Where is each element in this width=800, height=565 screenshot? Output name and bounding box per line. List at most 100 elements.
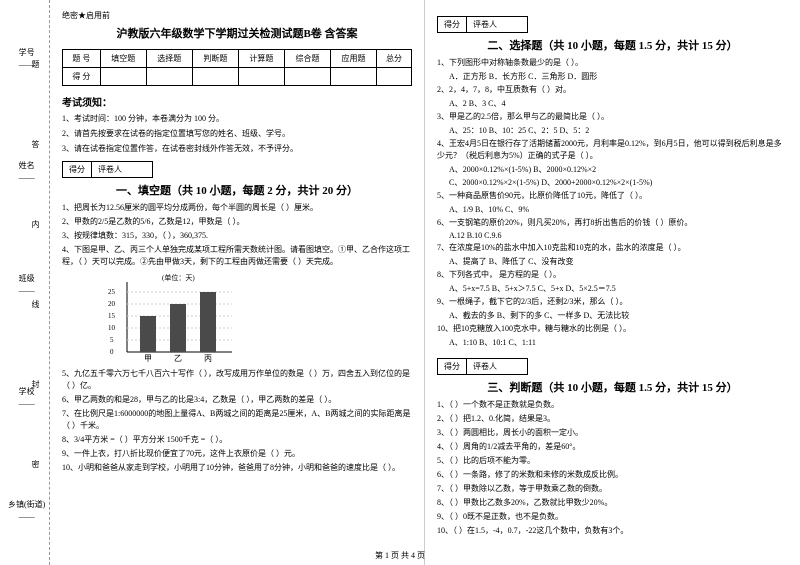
grader-label: 评卷人: [467, 17, 527, 32]
q2-2: 2、2，4，7，8，中互质数有（ ）对。: [437, 84, 788, 96]
seal-char-3: 内: [30, 220, 41, 228]
q3-5: 5、（ ）比的后项不能为零。: [437, 455, 788, 467]
section1-title: 一、填空题（共 10 小题，每题 2 分，共计 20 分）: [62, 182, 412, 198]
ytick: 5: [110, 336, 114, 344]
score-table: 题 号 填空题 选择题 判断题 计算题 综合题 应用题 总分 得 分: [62, 49, 412, 86]
td: [100, 68, 146, 86]
q2-9-options: A、截去的多 B、剩下的多 C、一样多 D、无法比较: [437, 310, 788, 321]
th: 填空题: [100, 50, 146, 68]
margin-class: 班级____: [8, 273, 45, 293]
left-column: 绝密★启用前 沪教版六年级数学下学期过关检测试题B卷 含答案 题 号 填空题 选…: [50, 0, 425, 565]
q3-3: 3、（ ）两圆相比，周长小的面积一定小。: [437, 427, 788, 439]
grader-label: 评卷人: [467, 359, 527, 374]
q2-8-options: A、5+x=7.5 B、5+x＞7.5 C、5+x D、5×2.5＝7.5: [437, 283, 788, 294]
q2-1: 1、下列图形中对称轴条数最少的是（ ）。: [437, 57, 788, 69]
xlabel: 乙: [174, 354, 182, 362]
q2-1-options: A．正方形 B．长方形 C．三角形 D．圆形: [437, 71, 788, 82]
margin-name: 姓名____: [8, 160, 45, 180]
page-footer: 第 1 页 共 4 页: [0, 550, 800, 561]
q2-2-options: A、2 B、3 C、4: [437, 98, 788, 109]
chart-ylabel: (单位：天): [162, 273, 195, 282]
table-row: 题 号 填空题 选择题 判断题 计算题 综合题 应用题 总分: [63, 50, 412, 68]
th: 计算题: [238, 50, 284, 68]
section2-title: 二、选择题（共 10 小题，每题 1.5 分，共计 15 分）: [437, 37, 788, 53]
secret-label: 绝密★启用前: [62, 10, 412, 21]
score-label: 得分: [438, 17, 467, 32]
td: [331, 68, 377, 86]
q2-6: 6、一支钢笔的原价20%，则凡买20%，再打8折出售后的价钱（ ）原价。: [437, 217, 788, 229]
q3-1: 1、（ ）一个数不是正数就是负数。: [437, 399, 788, 411]
q3-2: 2、（ ）把1.2、0.化简，结果是3。: [437, 413, 788, 425]
q2-5: 5、一种商品原售价90元，比原价降低了10元，降低了（ ）。: [437, 190, 788, 202]
content-area: 绝密★启用前 沪教版六年级数学下学期过关检测试题B卷 含答案 题 号 填空题 选…: [50, 0, 800, 565]
th: 总分: [377, 50, 412, 68]
scorer-box: 得分 评卷人: [437, 16, 528, 33]
th: 判断题: [192, 50, 238, 68]
q2-4-options-2: C、2000×0.12%×2×(1-5%) D、2000+2000×0.12%×…: [437, 177, 788, 188]
q2-6-options: A.12 B.10 C.9.6: [437, 231, 788, 240]
table-row: 得 分: [63, 68, 412, 86]
grader-label: 评卷人: [92, 162, 152, 177]
q1-2: 2、甲数的2/5是乙数的5/6，乙数是12，甲数是（ ）。: [62, 216, 412, 228]
q1-3: 3、按规律填数：315，330，（ ），360,375.: [62, 230, 412, 242]
margin-school: 学校____: [8, 386, 45, 406]
th: 选择题: [146, 50, 192, 68]
seal-char-5: 封: [30, 380, 41, 388]
exam-title: 沪教版六年级数学下学期过关检测试题B卷 含答案: [62, 25, 412, 41]
q2-10: 10、把10克糖放入100克水中，糖与糖水的比例是（ ）。: [437, 323, 788, 335]
ytick: 0: [110, 348, 114, 356]
q3-9: 9、（ ）0既不是正数，也不是负数。: [437, 511, 788, 523]
q1-4: 4、下图是甲、乙、丙三个人单独完成某项工程所需天数统计图。请看图填空。①甲、乙合…: [62, 244, 412, 268]
bar-1: [140, 316, 156, 352]
q2-7-options: A、提高了 B、降低了 C、没有改变: [437, 256, 788, 267]
section1-scorebox: 得分 评卷人: [62, 161, 412, 178]
scorer-box: 得分 评卷人: [62, 161, 153, 178]
bar-chart: (单位：天) 0 5 10 15 20 25: [102, 272, 412, 364]
q2-8: 8、下列各式中， 是方程的是（ ）。: [437, 269, 788, 281]
q2-9: 9、一根绳子，截下它的2/3后，还剩2/3米，那么（ ）。: [437, 296, 788, 308]
score-label: 得分: [438, 359, 467, 374]
section3-scorebox: 得分 评卷人: [437, 358, 788, 375]
right-column: 得分 评卷人 二、选择题（共 10 小题，每题 1.5 分，共计 15 分） 1…: [425, 0, 800, 565]
q2-10-options: A、1:10 B、10:1 C、1:11: [437, 337, 788, 348]
seal-char-2: 答: [30, 140, 41, 148]
q2-4: 4、王宏4月5日在银行存了活期储蓄2000元，月利率是0.12%，到6月5日，他…: [437, 138, 788, 162]
q1-7: 7、在比例尺是1:6000000的地图上量得A、B两城之间的距离是25厘米，A、…: [62, 408, 412, 432]
seal-char-1: 题: [30, 60, 41, 68]
td: [146, 68, 192, 86]
td: [284, 68, 330, 86]
ytick: 10: [108, 324, 116, 332]
bar-2: [170, 304, 186, 352]
q1-5: 5、九亿五千零六万七千八百六十写作（ ），改写成用万作单位的数是（ ）万，四舍五…: [62, 368, 412, 392]
th: 应用题: [331, 50, 377, 68]
section3-title: 三、判断题（共 10 小题，每题 1.5 分，共计 15 分）: [437, 379, 788, 395]
td: [238, 68, 284, 86]
margin-labels: 学号____ 姓名____ 班级____ 学校____ 乡镇(街道)____: [8, 0, 45, 565]
q2-7: 7、在浓度是10%的盐水中加入10克盐和10克的水，盐水的浓度是（ ）。: [437, 242, 788, 254]
td: 得 分: [63, 68, 101, 86]
margin-township: 乡镇(街道)____: [8, 499, 45, 519]
notice-1: 1、考试时间：100 分钟，本卷满分为 100 分。: [62, 113, 412, 124]
binding-margin: 学号____ 姓名____ 班级____ 学校____ 乡镇(街道)____ 题…: [0, 0, 50, 565]
notice-3: 3、请在试卷指定位置作答，在试卷密封线外作答无效，不予评分。: [62, 143, 412, 154]
q1-10: 10、小明和爸爸从家走到学校，小明用了10分钟，爸爸用了8分钟，小明和爸爸的速度…: [62, 462, 412, 474]
seal-char-6: 密: [30, 460, 41, 468]
section2-scorebox: 得分 评卷人: [437, 16, 788, 33]
xlabel: 甲: [144, 354, 152, 362]
seal-char-4: 线: [30, 300, 41, 308]
q2-3-options: A、25：10 B、10：25 C、2：5 D、5：2: [437, 125, 788, 136]
ytick: 20: [108, 300, 116, 308]
th: 题 号: [63, 50, 101, 68]
notice-2: 2、请首先按要求在试卷的指定位置填写您的姓名、班级、学号。: [62, 128, 412, 139]
chart-svg: (单位：天) 0 5 10 15 20 25: [102, 272, 242, 362]
q2-3: 3、甲是乙的2.5倍，那么甲与乙的最简比是（ ）。: [437, 111, 788, 123]
ytick: 25: [108, 288, 116, 296]
q1-6: 6、甲乙两数的和是28，甲与乙的比是3:4，乙数是（ ），甲乙两数的差是（ ）。: [62, 394, 412, 406]
bar-3: [200, 292, 216, 352]
q3-6: 6、（ ）一条路，修了的米数和未修的米数成反比例。: [437, 469, 788, 481]
q3-4: 4、（ ）周角的1/2减去平角的，差是60°。: [437, 441, 788, 453]
q2-4-options-1: A、2000×0.12%×(1-5%) B、2000×0.12%×2: [437, 164, 788, 175]
q1-1: 1、把周长为12.56厘米的圆平均分成两份，每个半圆的周长是（ ）厘米。: [62, 202, 412, 214]
q2-5-options: A、1/9 B、10% C、9%: [437, 204, 788, 215]
q3-8: 8、（ ）甲数比乙数多20%，乙数就比甲数少20%。: [437, 497, 788, 509]
